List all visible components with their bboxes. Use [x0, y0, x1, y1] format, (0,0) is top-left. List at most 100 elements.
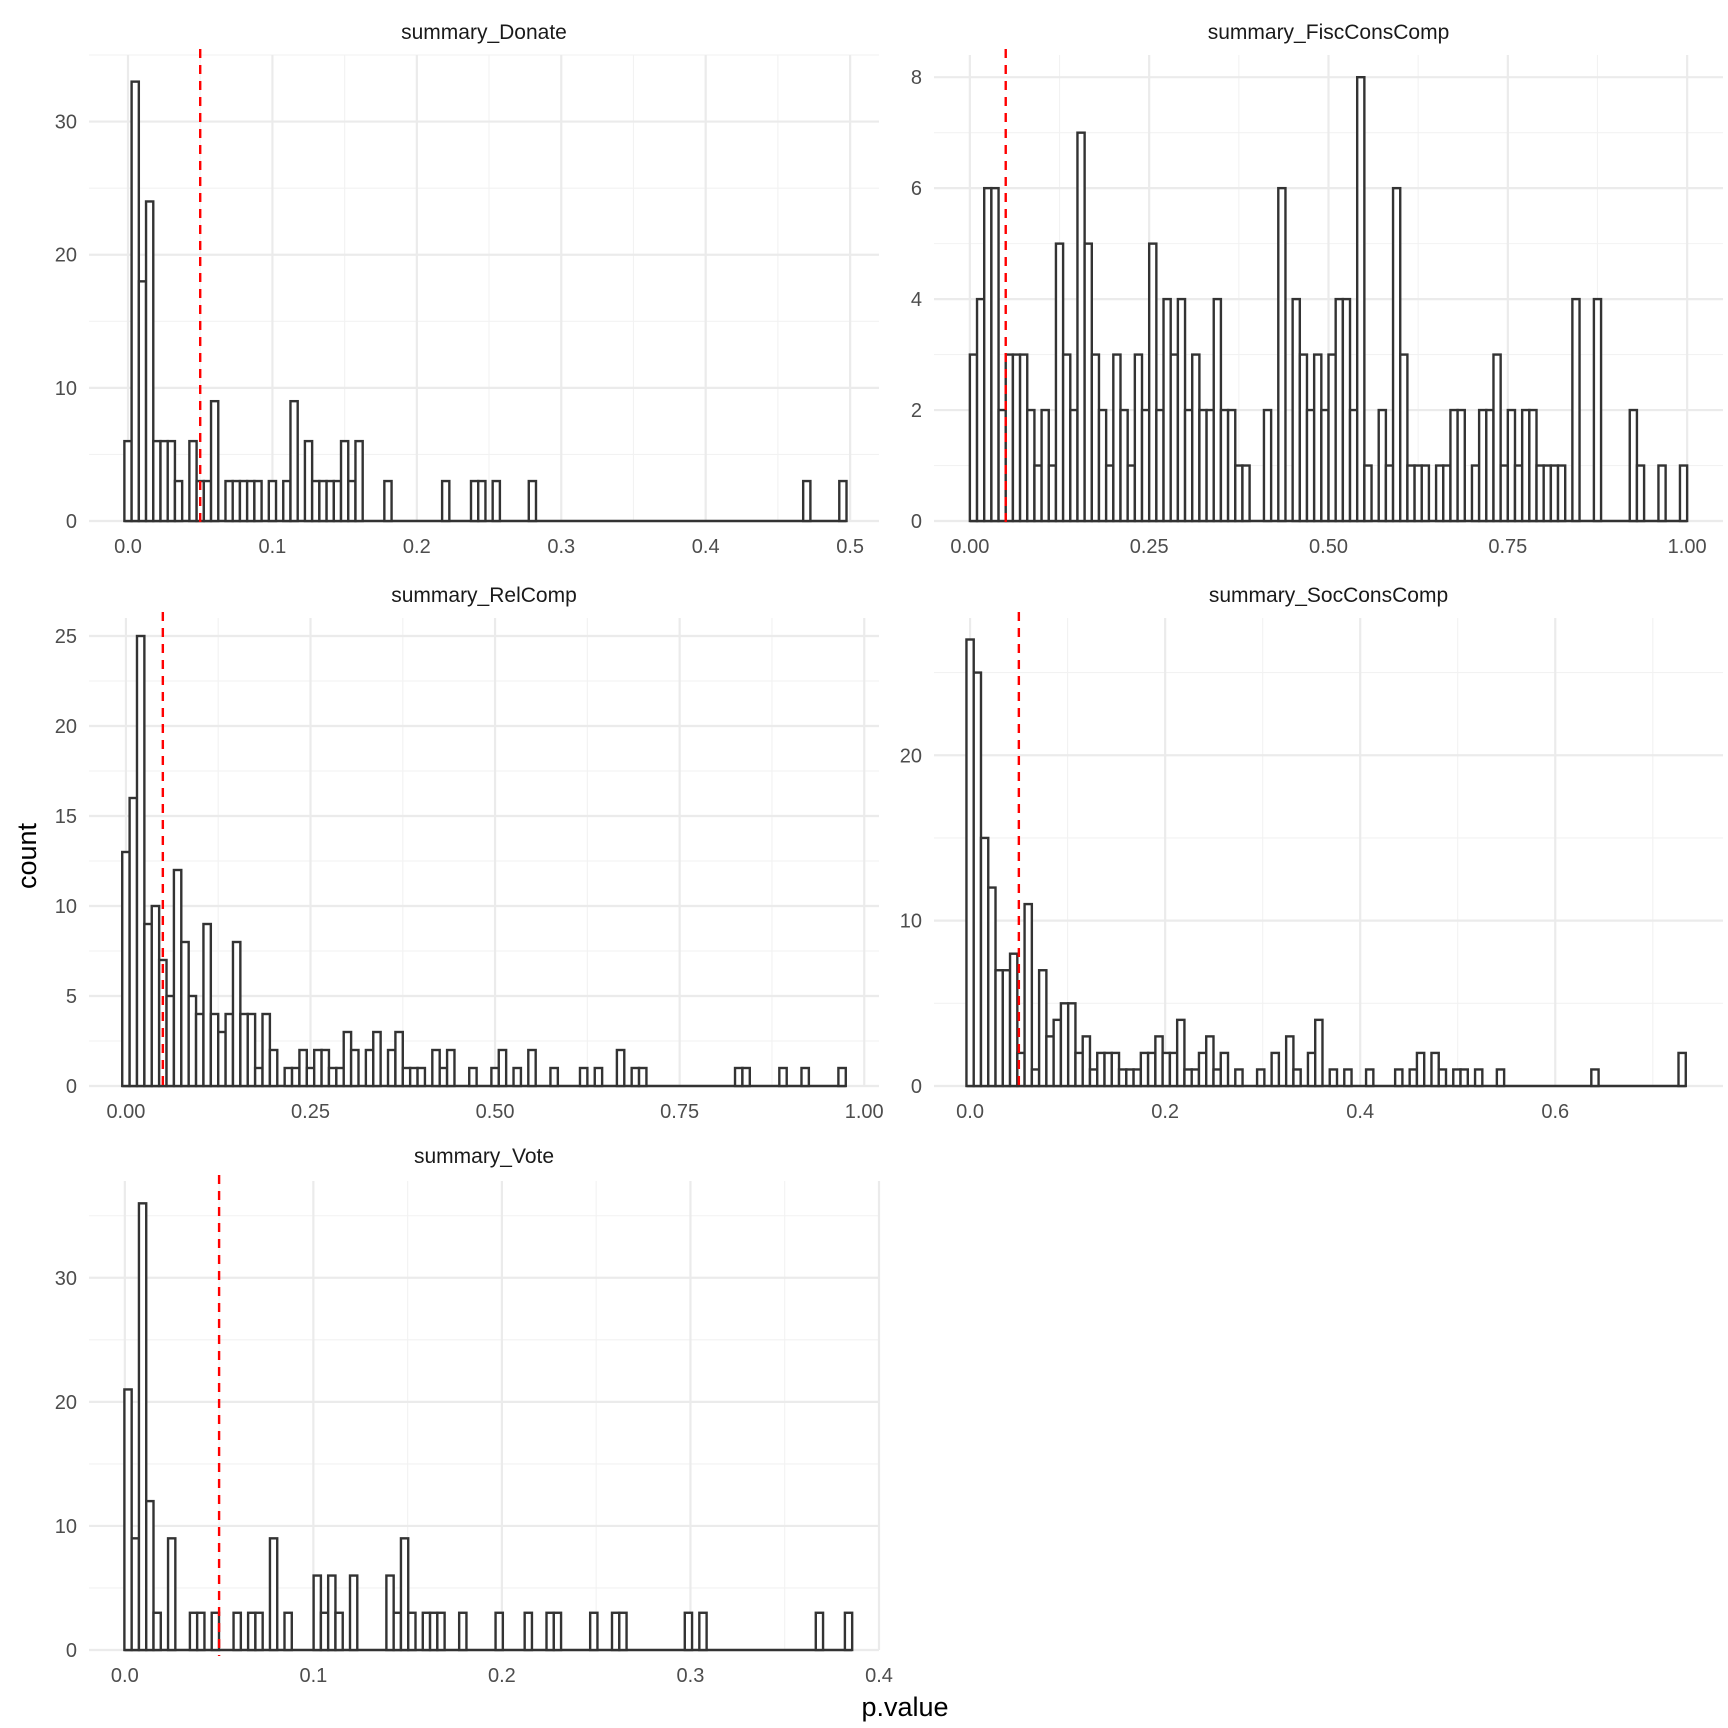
y-tick-label: 20	[55, 716, 77, 738]
x-tick-label: 0.25	[1130, 536, 1169, 558]
y-tick-label: 25	[55, 626, 77, 648]
x-tick-label: 0.00	[106, 1101, 145, 1123]
histogram-bar	[990, 186, 1000, 523]
histogram-bar	[468, 1066, 478, 1088]
histogram-bar	[1420, 464, 1431, 523]
histogram-bar	[173, 479, 184, 523]
histogram-bar	[588, 1611, 599, 1652]
histogram-bar	[1556, 464, 1567, 523]
y-tick-label: 15	[55, 806, 77, 828]
x-tick-label: 0.6	[1541, 1101, 1569, 1123]
histogram-bar	[254, 1611, 264, 1652]
histogram-bar	[1219, 1051, 1230, 1088]
histogram-bar	[1205, 1035, 1215, 1088]
histogram-bar	[195, 1611, 206, 1652]
histogram-bar	[593, 1066, 604, 1088]
y-tick-label: 0	[66, 511, 77, 533]
histogram-bars	[121, 634, 847, 1088]
x-tick-label: 0.25	[291, 1101, 330, 1123]
histogram-bars	[123, 1202, 854, 1652]
histogram-bar	[1284, 1035, 1295, 1088]
histogram-bar	[334, 1611, 344, 1652]
y-tick-label: 20	[55, 245, 77, 267]
histogram-bar	[618, 1611, 628, 1652]
histogram-bar	[349, 1048, 360, 1088]
y-tick-label: 4	[911, 289, 922, 311]
histogram-bar	[1037, 969, 1048, 1088]
histogram-bar	[283, 1611, 293, 1652]
histogram-bar	[1635, 464, 1646, 523]
facet-panel: 0.00 0.25 0.50 0.75 1.00 0 5 10 15 20 25 summary_Re…	[55, 584, 884, 1123]
histogram-bar	[1008, 952, 1019, 1088]
y-tick-label: 30	[55, 1268, 77, 1290]
histogram-bar	[683, 1611, 694, 1652]
x-tick-label: 0.00	[950, 536, 989, 558]
histogram-bars	[965, 638, 1687, 1088]
histogram-bar	[1415, 1051, 1426, 1088]
x-tick-label: 0.50	[476, 1101, 515, 1123]
histogram-bar	[814, 1611, 825, 1652]
histogram-bar	[1081, 1035, 1092, 1088]
y-tick-label: 8	[911, 67, 922, 89]
histogram-bar	[523, 1611, 534, 1652]
histogram-bar	[440, 479, 451, 523]
histogram-bar	[202, 922, 213, 1088]
x-tick-label: 0.4	[692, 536, 720, 558]
histogram-bar	[354, 439, 364, 523]
x-tick-label: 0.0	[114, 536, 142, 558]
histogram-bar	[152, 1611, 162, 1652]
x-tick-label: 0.3	[547, 536, 575, 558]
histogram-bar	[166, 1537, 177, 1652]
histogram-bar	[800, 1066, 811, 1088]
histogram-bar	[1241, 464, 1251, 523]
y-axis-title: count	[12, 822, 42, 889]
histogram-bar	[512, 1066, 523, 1088]
x-tick-label: 1.00	[1668, 536, 1707, 558]
histogram-bar	[399, 1537, 410, 1652]
histogram-bar	[527, 479, 538, 523]
facet-title: summary_RelComp	[391, 584, 577, 607]
histogram-bar	[1234, 1068, 1244, 1088]
histogram-bars	[968, 75, 1689, 523]
histogram-bar	[778, 1066, 788, 1088]
histogram-bar	[383, 479, 393, 523]
y-tick-label: 20	[55, 1392, 77, 1414]
y-tick-label: 10	[55, 896, 77, 918]
histogram-bar	[1437, 1068, 1448, 1088]
y-tick-label: 0	[911, 511, 922, 533]
facet-panel: 0.0 0.1 0.2 0.3 0.4 0.5 0 10 20 30 summary_Donate	[55, 21, 879, 558]
facet-panel: 0.0 0.2 0.4 0.6 0 10 20 summary_SocConsComp	[900, 584, 1723, 1123]
histogram-bar	[1066, 1002, 1077, 1088]
histogram-bar	[1592, 297, 1603, 523]
histogram-bar	[838, 479, 848, 523]
histogram-bar	[348, 1574, 359, 1652]
facet-title: summary_FiscConsComp	[1208, 21, 1450, 44]
histogram-bar	[837, 1066, 847, 1088]
histogram-bar	[1495, 1068, 1506, 1088]
histogram-bar	[457, 1611, 468, 1652]
y-tick-label: 0	[911, 1076, 922, 1098]
y-tick-label: 20	[900, 745, 922, 767]
x-tick-label: 0.0	[956, 1101, 984, 1123]
y-tick-label: 0	[66, 1640, 77, 1662]
histogram-bar	[698, 1611, 708, 1652]
x-tick-label: 0.5	[836, 536, 864, 558]
x-tick-label: 0.0	[111, 1665, 139, 1687]
histogram-bar	[1343, 1068, 1353, 1088]
histogram-bar	[527, 1048, 537, 1088]
histogram-bar	[135, 634, 146, 1088]
histogram-bar	[1262, 408, 1273, 523]
x-tick-label: 0.2	[1151, 1101, 1179, 1123]
histogram-bar	[1255, 1068, 1266, 1088]
histogram-bar	[253, 479, 263, 523]
x-tick-label: 0.4	[1346, 1101, 1374, 1123]
x-tick-label: 0.3	[677, 1665, 705, 1687]
histogram-bar	[246, 1012, 257, 1088]
histogram-bar	[578, 1066, 589, 1088]
histogram-bar	[549, 1066, 560, 1088]
facet-title: summary_SocConsComp	[1209, 584, 1448, 607]
x-tick-label: 0.2	[403, 536, 431, 558]
x-tick-label: 0.50	[1309, 536, 1348, 558]
y-tick-label: 6	[911, 178, 922, 200]
